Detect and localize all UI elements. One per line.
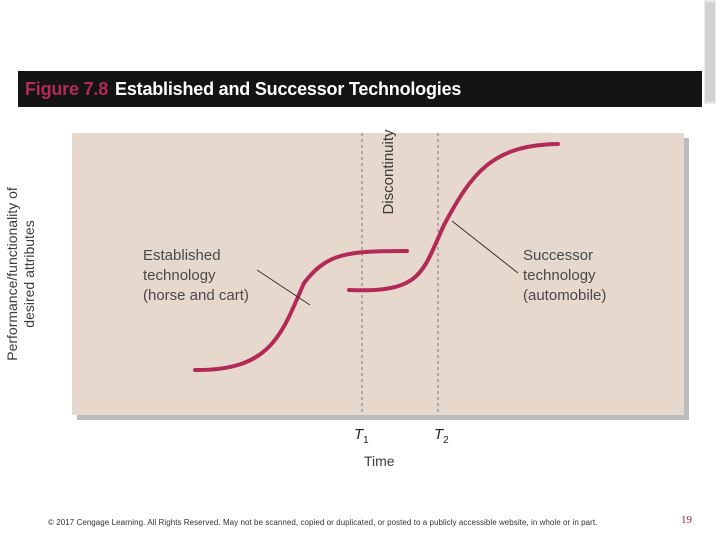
successor-label-line-2: technology [523,267,596,284]
figure-title-bar: Figure 7.8 Established and Successor Tech… [18,71,702,107]
tick-t1: T1 [354,426,369,446]
tick-t2: T2 [434,426,449,446]
panel-background [72,133,684,415]
established-technology-label: Established technology (horse and cart) [143,246,249,306]
successor-technology-curve [347,142,560,293]
established-label-line-3: (horse and cart) [143,287,249,304]
figure-panel [72,133,689,420]
successor-leader-line [451,220,519,274]
diagram-canvas [72,133,689,420]
established-technology-curve [193,249,409,373]
established-label-line-2: technology [143,267,216,284]
scrollbar[interactable] [704,0,720,120]
successor-label-line-3: (automobile) [523,287,607,304]
established-label-line-1: Established [143,247,221,264]
successor-label-line-1: Successor [523,247,594,264]
figure-number: Figure 7.8 [25,79,109,99]
footer-copyright: © 2017 Cengage Learning. All Rights Rese… [48,518,598,527]
figure-title: Established and Successor Technologies [115,79,462,99]
discontinuity-label: Discontinuity [380,129,397,215]
successor-technology-label: Successor technology (automobile) [523,246,606,306]
y-axis-label: Performance/functionality of desired att… [4,187,37,361]
scrollbar-thumb[interactable] [705,2,715,102]
x-axis-label: Time [364,453,395,469]
established-leader-line [256,269,311,306]
page-number: 19 [681,514,692,526]
